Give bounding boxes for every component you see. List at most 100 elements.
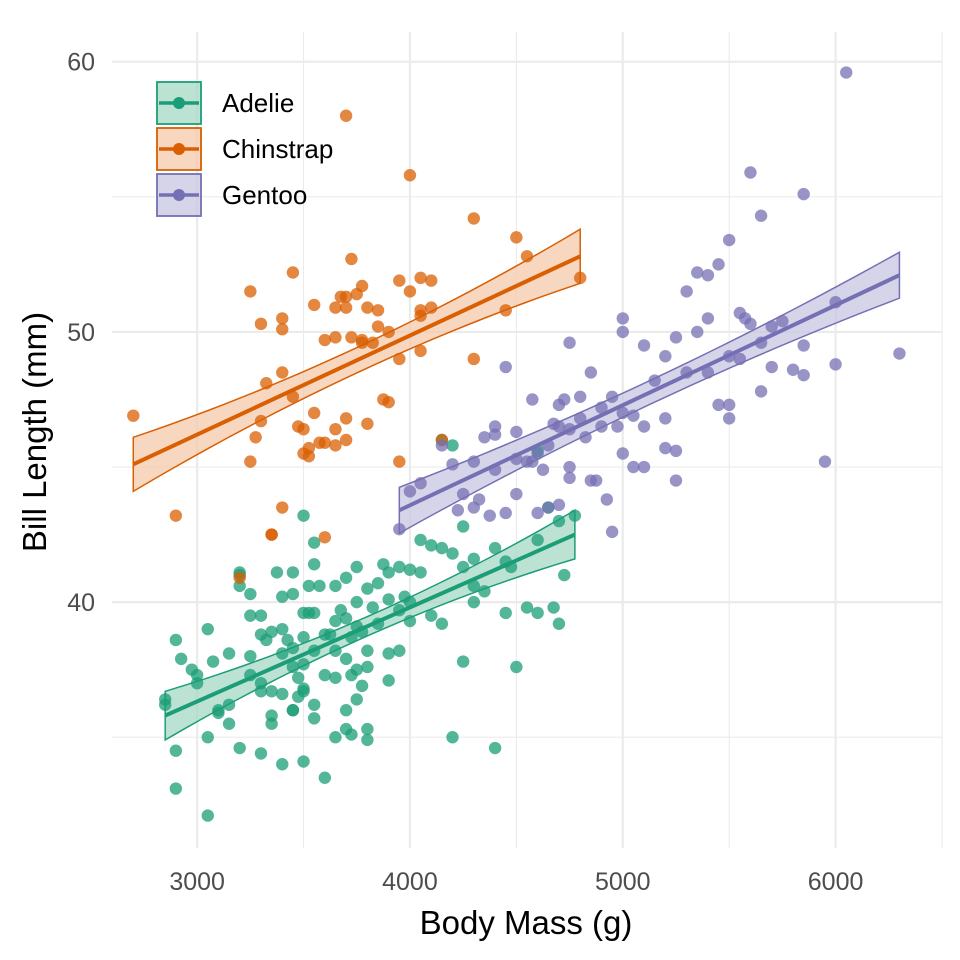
data-point-adelie — [307, 536, 321, 549]
data-point-chinstrap — [371, 320, 385, 333]
data-point-chinstrap — [244, 285, 257, 298]
x-tick-label: 5000 — [595, 868, 651, 896]
data-point-gentoo — [499, 360, 512, 374]
data-point-chinstrap — [467, 212, 480, 225]
data-point-adelie — [313, 579, 326, 593]
data-point-chinstrap — [286, 390, 300, 403]
data-point-chinstrap — [329, 331, 342, 344]
data-point-adelie — [510, 660, 523, 674]
data-point-chinstrap — [510, 231, 523, 244]
legend-label-gentoo: Gentoo — [222, 180, 307, 210]
data-point-adelie — [318, 668, 332, 682]
data-point-gentoo — [510, 425, 523, 439]
data-point-chinstrap — [403, 285, 417, 298]
data-point-chinstrap — [276, 323, 289, 336]
data-point-adelie — [307, 698, 321, 711]
data-point-chinstrap — [265, 528, 278, 541]
data-point-gentoo — [616, 447, 629, 460]
data-point-adelie — [339, 652, 353, 666]
data-point-gentoo — [616, 325, 629, 339]
data-point-gentoo — [754, 209, 768, 222]
data-point-gentoo — [786, 363, 800, 376]
data-point-gentoo — [797, 368, 810, 382]
data-point-gentoo — [659, 441, 672, 455]
data-point-adelie — [478, 585, 491, 598]
data-point-gentoo — [722, 398, 736, 412]
data-point-chinstrap — [414, 344, 427, 358]
data-point-adelie — [297, 509, 310, 522]
data-point-adelie — [350, 663, 363, 676]
data-point-chinstrap — [233, 571, 246, 585]
data-point-adelie — [329, 614, 342, 628]
data-point-gentoo — [536, 463, 550, 476]
data-point-chinstrap — [260, 377, 273, 390]
data-point-adelie — [276, 622, 289, 636]
data-point-adelie — [244, 587, 257, 601]
data-point-gentoo — [669, 331, 683, 344]
data-point-adelie — [446, 547, 459, 560]
data-point-chinstrap — [249, 431, 262, 444]
data-point-gentoo — [531, 447, 544, 460]
data-point-adelie — [276, 647, 289, 660]
data-point-chinstrap — [254, 414, 268, 428]
data-point-adelie — [435, 617, 449, 630]
data-point-gentoo — [456, 487, 470, 501]
data-point-chinstrap — [393, 352, 406, 366]
data-point-gentoo — [701, 268, 715, 282]
data-point-gentoo — [600, 493, 614, 506]
data-point-adelie — [361, 733, 374, 747]
data-point-adelie — [254, 747, 268, 760]
fit-line-gentoo — [398, 273, 901, 513]
data-point-adelie — [265, 717, 278, 730]
data-point-adelie — [414, 566, 427, 579]
data-point-adelie — [329, 579, 342, 593]
data-point-gentoo — [552, 420, 566, 433]
x-axis-title: Body Mass (g) — [420, 904, 633, 941]
data-point-adelie — [531, 606, 544, 620]
legend-label-chinstrap: Chinstrap — [222, 134, 333, 164]
legend-key-point — [173, 97, 185, 109]
data-point-adelie — [488, 541, 502, 555]
data-point-chinstrap — [329, 422, 342, 436]
data-point-gentoo — [691, 266, 704, 279]
data-point-gentoo — [611, 420, 624, 433]
data-point-adelie — [292, 671, 305, 684]
data-point-adelie — [159, 693, 172, 706]
data-point-adelie — [382, 647, 395, 660]
fit-line-chinstrap — [132, 254, 582, 467]
data-point-chinstrap — [276, 312, 289, 325]
data-point-gentoo — [627, 460, 640, 474]
data-point-gentoo — [701, 366, 715, 379]
data-point-gentoo — [722, 233, 736, 247]
data-point-adelie — [286, 587, 300, 601]
data-point-adelie — [297, 755, 310, 768]
data-point-adelie — [318, 771, 332, 784]
data-point-gentoo — [403, 485, 417, 498]
data-point-gentoo — [446, 458, 459, 471]
data-point-adelie — [425, 609, 438, 622]
data-point-adelie — [446, 731, 459, 744]
data-point-adelie — [456, 560, 470, 574]
data-point-adelie — [276, 687, 289, 701]
data-point-adelie — [265, 625, 278, 639]
data-point-adelie — [552, 617, 566, 630]
data-point-gentoo — [818, 455, 832, 468]
data-point-adelie — [382, 674, 395, 687]
data-point-gentoo — [765, 320, 778, 333]
data-point-chinstrap — [307, 406, 321, 420]
x-tick-label: 3000 — [169, 868, 225, 896]
x-tick-label: 6000 — [808, 868, 864, 896]
data-point-adelie — [382, 566, 395, 579]
data-point-chinstrap — [371, 304, 385, 317]
data-point-gentoo — [712, 258, 725, 271]
data-points — [127, 66, 906, 822]
data-point-adelie — [222, 647, 236, 660]
data-point-adelie — [244, 649, 257, 663]
data-point-gentoo — [691, 325, 704, 339]
data-point-chinstrap — [366, 336, 379, 349]
data-point-adelie — [350, 595, 363, 609]
y-axis-title: Bill Length (mm) — [16, 312, 53, 552]
y-tick-label: 40 — [67, 589, 95, 617]
legend-key-point — [173, 143, 185, 155]
